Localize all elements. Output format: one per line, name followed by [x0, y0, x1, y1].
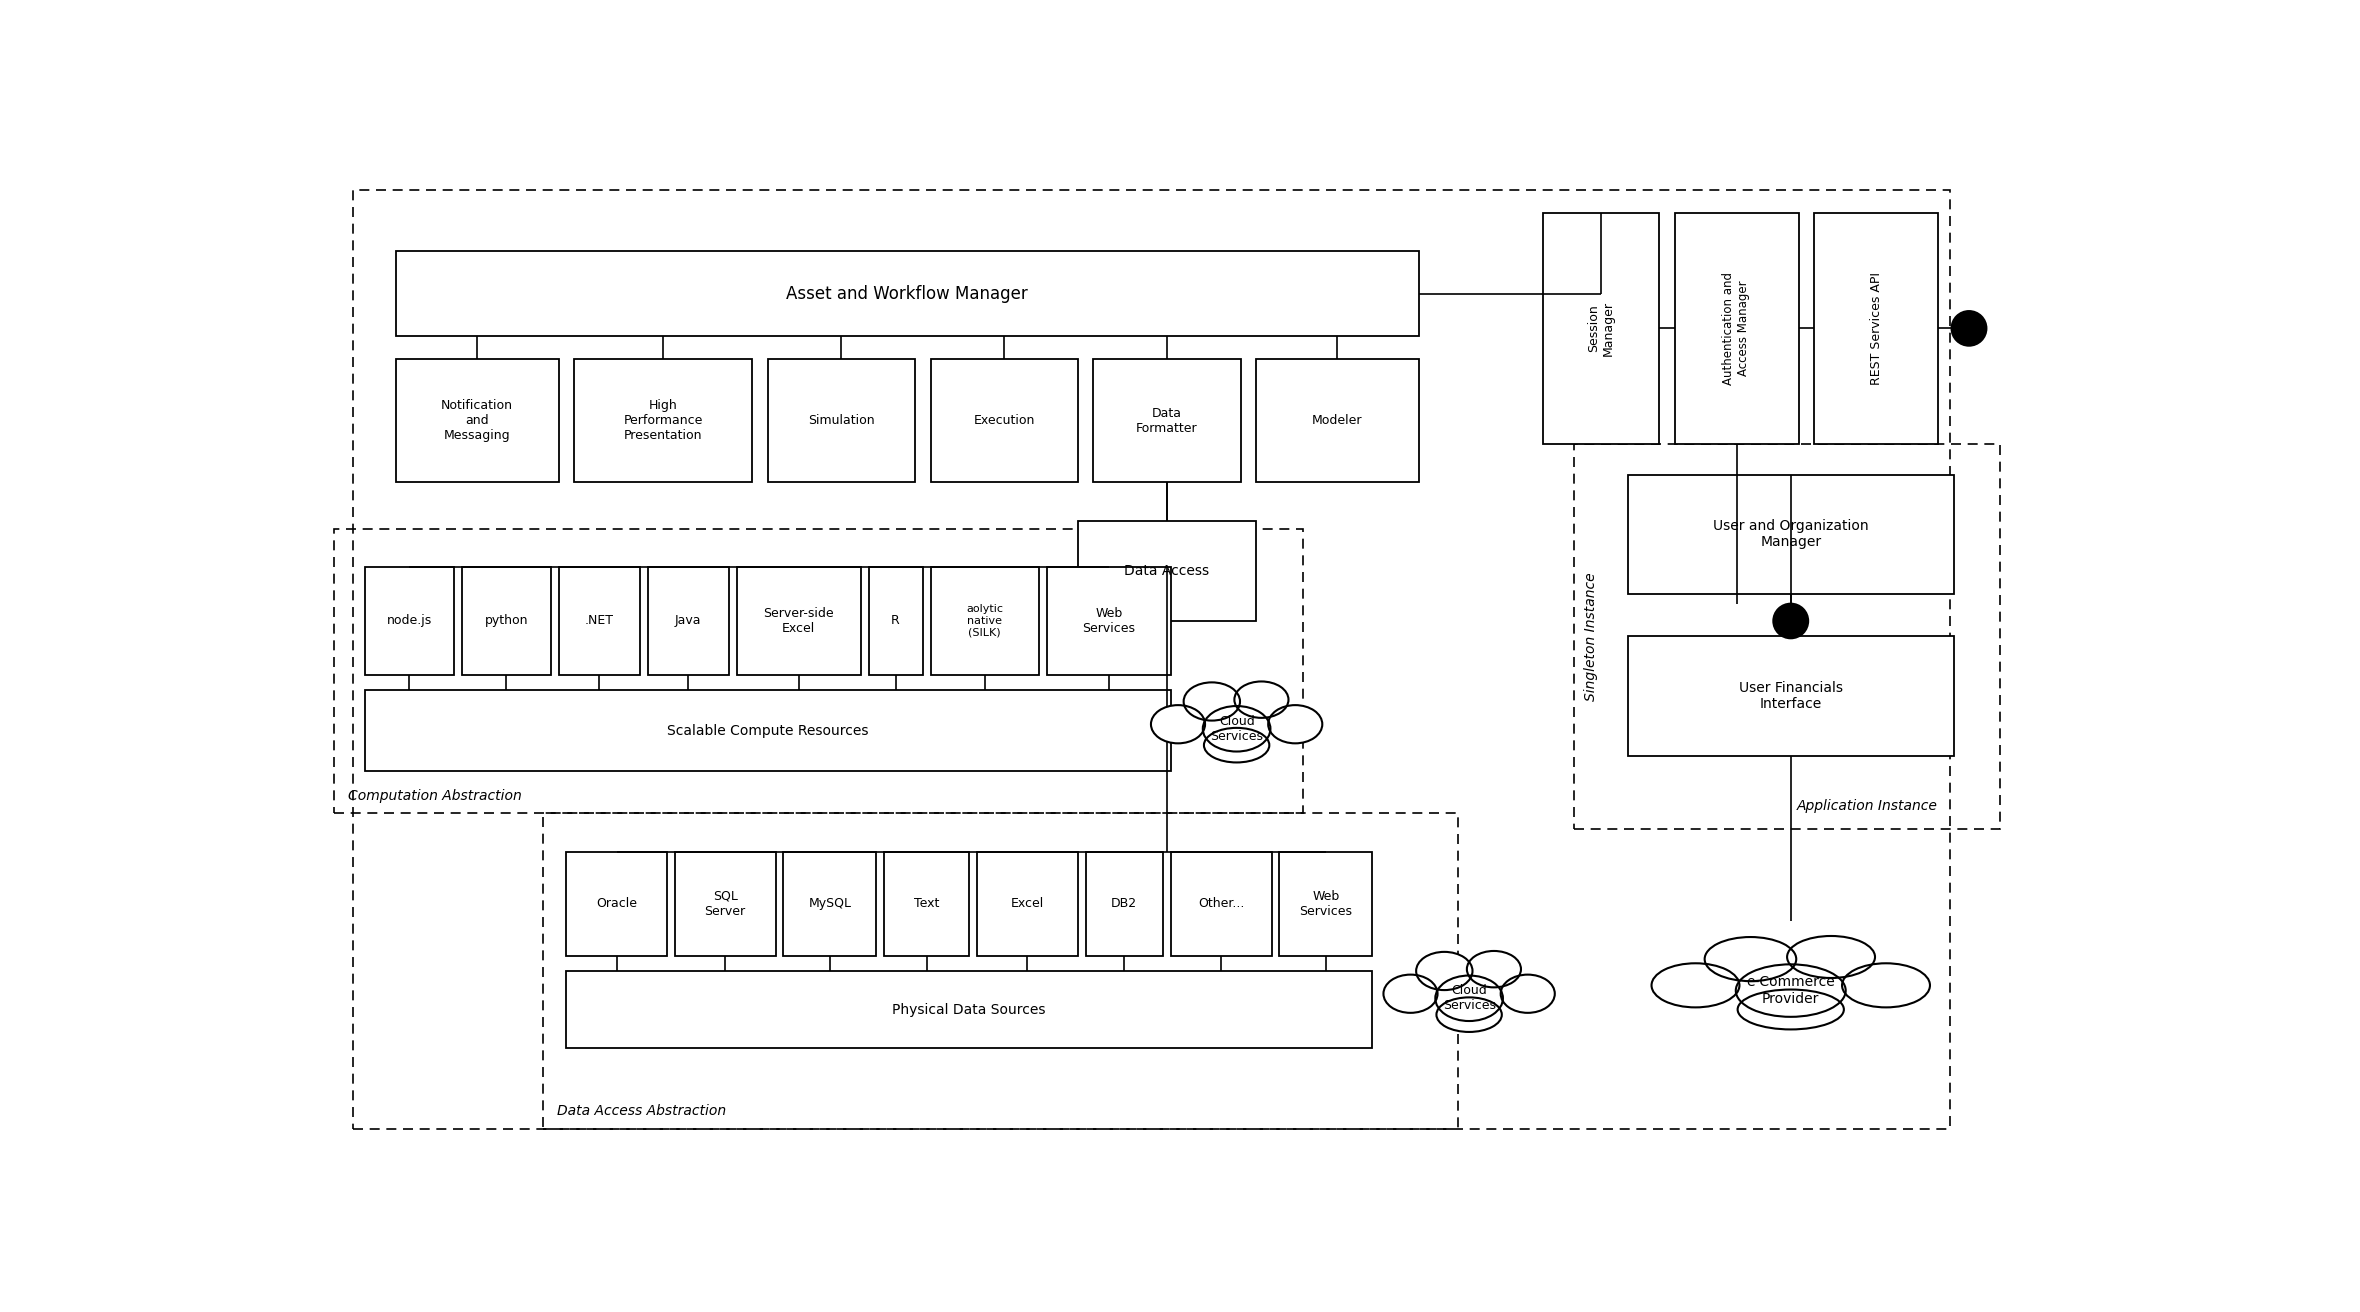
Text: Web
Services: Web Services: [1300, 890, 1352, 918]
Bar: [1171, 851, 1272, 956]
Text: Authentication and
Access Manager: Authentication and Access Manager: [1723, 272, 1751, 384]
Bar: [1256, 359, 1418, 483]
Text: .NET: .NET: [585, 614, 614, 627]
Text: aolytic
native
(SILK): aolytic native (SILK): [965, 605, 1003, 638]
Bar: [559, 567, 640, 674]
Ellipse shape: [1501, 975, 1555, 1013]
Text: Java: Java: [675, 614, 701, 627]
Bar: [675, 851, 776, 956]
Bar: [463, 567, 550, 674]
Text: Web
Services: Web Services: [1083, 607, 1135, 635]
Text: REST Services API: REST Services API: [1869, 272, 1883, 384]
Text: Data Access: Data Access: [1123, 564, 1208, 577]
Ellipse shape: [1737, 964, 1846, 1017]
Text: Oracle: Oracle: [597, 897, 637, 911]
Text: Other...: Other...: [1199, 897, 1244, 911]
Ellipse shape: [1204, 706, 1270, 752]
Bar: [573, 359, 753, 483]
Bar: [366, 567, 453, 674]
Bar: [977, 851, 1079, 956]
Bar: [1543, 213, 1659, 443]
Text: Computation Abstraction: Computation Abstraction: [347, 789, 522, 803]
Bar: [736, 567, 861, 674]
Bar: [1628, 636, 1954, 756]
Bar: [1279, 851, 1371, 956]
Ellipse shape: [1468, 951, 1520, 988]
Bar: [930, 567, 1038, 674]
Text: User and Organization
Manager: User and Organization Manager: [1713, 520, 1869, 550]
Ellipse shape: [1185, 682, 1239, 720]
Text: Asset and Workflow Manager: Asset and Workflow Manager: [786, 285, 1029, 303]
Ellipse shape: [1383, 975, 1437, 1013]
Text: MySQL: MySQL: [807, 897, 852, 911]
Bar: [885, 851, 970, 956]
Text: Modeler: Modeler: [1312, 415, 1362, 428]
Text: Server-side
Excel: Server-side Excel: [762, 607, 833, 635]
Bar: [647, 567, 729, 674]
Bar: [396, 359, 559, 483]
Ellipse shape: [1787, 935, 1874, 977]
Text: Text: Text: [913, 897, 939, 911]
Text: Session
Manager: Session Manager: [1586, 300, 1614, 356]
Text: Execution: Execution: [972, 415, 1034, 428]
Bar: [354, 190, 1949, 1130]
Ellipse shape: [1704, 937, 1796, 981]
Ellipse shape: [1652, 963, 1739, 1008]
Bar: [767, 359, 916, 483]
Ellipse shape: [1435, 976, 1503, 1021]
Bar: [1093, 359, 1241, 483]
Text: R: R: [892, 614, 899, 627]
Text: Application Instance: Application Instance: [1796, 799, 1938, 812]
Text: Data
Formatter: Data Formatter: [1135, 407, 1197, 434]
Ellipse shape: [1204, 728, 1270, 762]
Text: node.js: node.js: [387, 614, 432, 627]
Text: Cloud
Services: Cloud Services: [1442, 984, 1496, 1013]
Text: DB2: DB2: [1112, 897, 1138, 911]
Bar: [1079, 521, 1256, 621]
Ellipse shape: [1152, 705, 1206, 744]
Text: Cloud
Services: Cloud Services: [1211, 715, 1263, 743]
Ellipse shape: [1416, 953, 1473, 991]
Bar: [1676, 213, 1798, 443]
Ellipse shape: [1437, 997, 1501, 1033]
Bar: [930, 359, 1079, 483]
Bar: [366, 690, 1171, 771]
Bar: [566, 971, 1371, 1048]
Text: Simulation: Simulation: [807, 415, 876, 428]
Text: User Financials
Interface: User Financials Interface: [1739, 681, 1843, 711]
Text: Singleton Instance: Singleton Instance: [1584, 572, 1598, 701]
Bar: [1048, 567, 1171, 674]
Ellipse shape: [1267, 705, 1322, 744]
Text: e-Commerce
Provider: e-Commerce Provider: [1746, 976, 1836, 1006]
Text: Data Access Abstraction: Data Access Abstraction: [557, 1105, 727, 1118]
Text: High
Performance
Presentation: High Performance Presentation: [623, 399, 703, 442]
Text: Scalable Compute Resources: Scalable Compute Resources: [668, 724, 868, 737]
Bar: [1086, 851, 1163, 956]
Ellipse shape: [1737, 989, 1843, 1030]
Bar: [333, 529, 1303, 813]
Bar: [1628, 475, 1954, 594]
Text: Excel: Excel: [1010, 897, 1043, 911]
Bar: [784, 851, 876, 956]
Bar: [1815, 213, 1938, 443]
Ellipse shape: [1843, 963, 1930, 1008]
Bar: [868, 567, 923, 674]
Ellipse shape: [1234, 681, 1289, 718]
Circle shape: [1952, 311, 1987, 345]
Circle shape: [1775, 604, 1808, 638]
Text: Notification
and
Messaging: Notification and Messaging: [441, 399, 512, 442]
Bar: [543, 813, 1458, 1130]
Text: SQL
Server: SQL Server: [706, 890, 746, 918]
Bar: [1574, 443, 1999, 829]
Bar: [396, 252, 1418, 336]
Text: Physical Data Sources: Physical Data Sources: [892, 1002, 1045, 1017]
Bar: [566, 851, 668, 956]
Text: python: python: [484, 614, 529, 627]
